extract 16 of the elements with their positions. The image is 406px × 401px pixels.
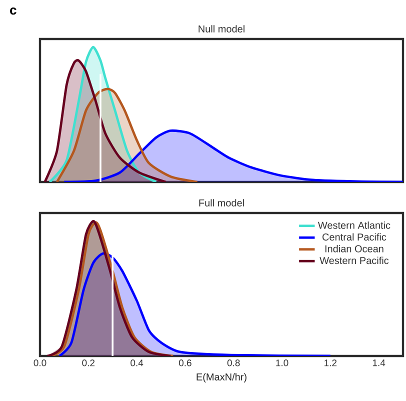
chart-title: Null model <box>198 25 244 32</box>
legend-label: Indian Ocean <box>325 244 384 252</box>
x-tick-label: 0.6 <box>178 360 192 366</box>
text: c <box>10 8 16 15</box>
x-tick-label: 0.4 <box>130 360 144 366</box>
x-tick-label: 1.4 <box>372 360 386 366</box>
x-axis-title: E(MaxN/hr) <box>196 373 246 382</box>
legend-label: Central Pacific <box>322 233 386 241</box>
x-tick-label: 1.2 <box>324 360 337 366</box>
chart-title: Full model <box>199 199 244 206</box>
x-tick-label: 0.8 <box>227 360 240 366</box>
legend-label: Western Atlantic <box>318 221 390 229</box>
x-tick-label: 0.2 <box>82 360 95 366</box>
legend-label: Western Pacific <box>320 256 389 264</box>
x-tick-label: 0.0 <box>34 360 46 366</box>
x-tick-label: 1.0 <box>276 360 288 366</box>
